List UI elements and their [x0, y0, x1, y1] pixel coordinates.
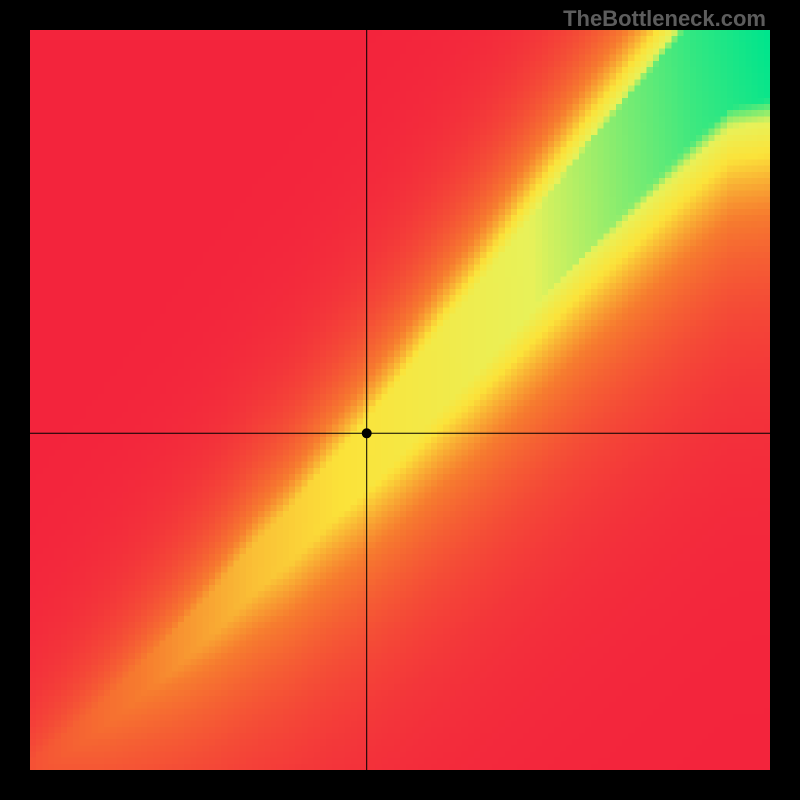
watermark-text: TheBottleneck.com [563, 6, 766, 32]
chart-container: TheBottleneck.com [0, 0, 800, 800]
bottleneck-heatmap [30, 30, 770, 770]
